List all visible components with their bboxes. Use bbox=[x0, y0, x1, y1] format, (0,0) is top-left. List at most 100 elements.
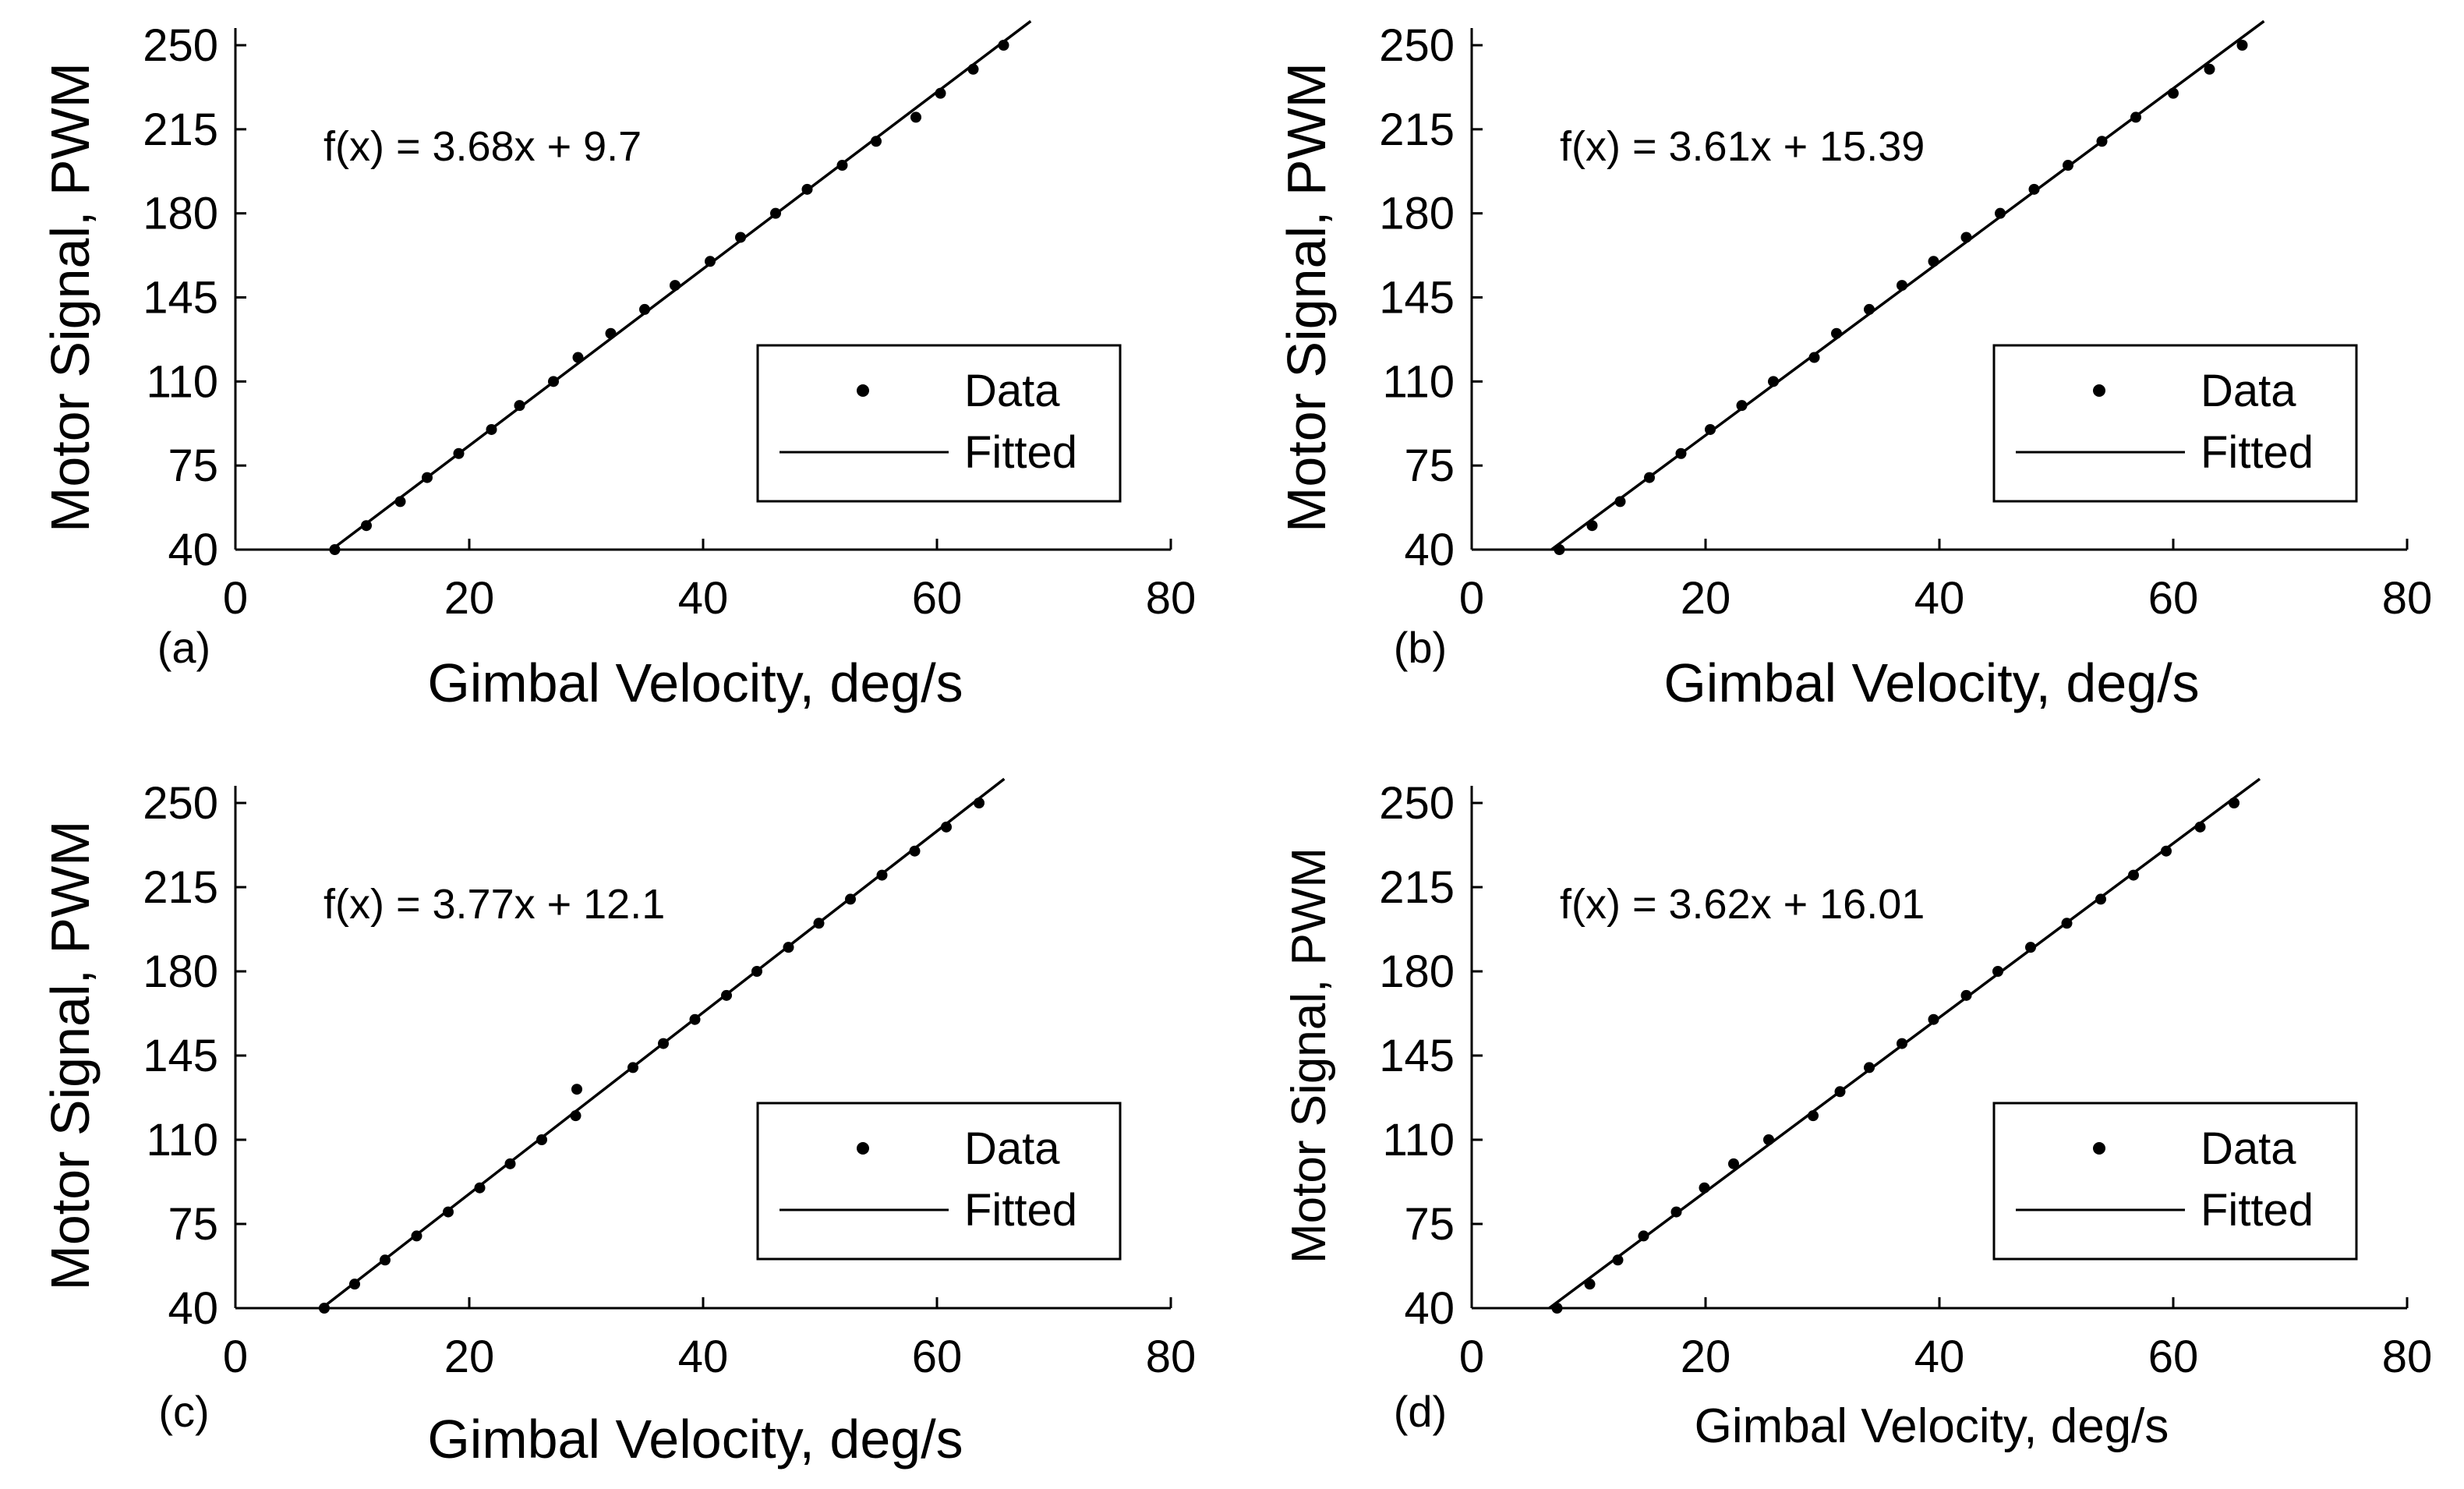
x-tick-label: 40 bbox=[1914, 573, 1965, 624]
data-point bbox=[1995, 207, 2006, 219]
data-point bbox=[909, 845, 921, 857]
y-tick-label: 180 bbox=[143, 946, 218, 997]
data-point bbox=[605, 327, 617, 339]
data-point bbox=[1960, 989, 1972, 1001]
data-point bbox=[1897, 280, 1907, 292]
data-point bbox=[474, 1182, 486, 1194]
x-tick-label: 20 bbox=[1681, 1332, 1731, 1382]
data-point bbox=[2194, 821, 2206, 833]
legend-label-data: Data bbox=[964, 1123, 1060, 1174]
x-tick-label: 60 bbox=[2148, 573, 2199, 624]
y-tick-label: 145 bbox=[143, 273, 218, 324]
data-point bbox=[548, 376, 559, 387]
y-tick-label: 145 bbox=[143, 1031, 218, 1081]
legend: Data Fitted bbox=[756, 344, 1122, 503]
legend-label-data: Data bbox=[2201, 366, 2296, 416]
data-point bbox=[2025, 942, 2036, 953]
data-point bbox=[1554, 544, 1565, 555]
legend-label-fitted: Fitted bbox=[964, 427, 1077, 478]
data-point bbox=[836, 160, 848, 172]
legend-marker-data bbox=[2093, 1142, 2105, 1155]
data-point bbox=[571, 1084, 582, 1095]
fit-equation: f(x) = 3.61x + 15.39 bbox=[1560, 123, 1925, 170]
legend-label-data: Data bbox=[964, 366, 1060, 416]
data-point bbox=[1992, 966, 2003, 977]
x-tick-label: 80 bbox=[2382, 573, 2433, 624]
data-point bbox=[967, 63, 979, 75]
data-point bbox=[670, 280, 681, 292]
y-tick-label: 250 bbox=[143, 20, 218, 71]
data-point bbox=[639, 303, 650, 315]
legend-label-fitted: Fitted bbox=[2201, 1185, 2314, 1236]
data-point bbox=[1834, 1086, 1846, 1098]
fitted-line bbox=[1550, 19, 2265, 551]
data-point bbox=[1586, 520, 1598, 532]
panel-label: (d) bbox=[1394, 1387, 1447, 1436]
y-tick-label: 75 bbox=[1404, 1199, 1455, 1250]
y-tick-label: 40 bbox=[168, 525, 218, 575]
data-point bbox=[871, 136, 882, 147]
data-point bbox=[845, 893, 856, 905]
x-tick-label: 20 bbox=[1681, 573, 1731, 624]
data-point bbox=[453, 447, 465, 459]
x-tick-label: 80 bbox=[1146, 573, 1197, 624]
y-tick-label: 145 bbox=[1379, 273, 1455, 324]
data-point bbox=[2204, 63, 2215, 75]
data-point bbox=[876, 869, 888, 881]
data-point bbox=[1897, 1038, 1907, 1049]
y-tick-label: 250 bbox=[143, 778, 218, 829]
data-point bbox=[1638, 1230, 1649, 1242]
data-point bbox=[572, 352, 584, 363]
legend-marker-data bbox=[2093, 384, 2105, 397]
data-point bbox=[536, 1134, 547, 1145]
panel-label: (a) bbox=[157, 623, 210, 672]
data-point bbox=[2128, 869, 2139, 881]
x-axis-title: Gimbal Velocity, deg/s bbox=[427, 653, 963, 713]
data-point bbox=[1644, 472, 1655, 483]
x-tick-label: 60 bbox=[912, 573, 963, 624]
data-point bbox=[2161, 845, 2172, 857]
x-axis-title: Gimbal Velocity, deg/s bbox=[1663, 653, 2199, 713]
y-tick-label: 215 bbox=[1379, 862, 1455, 913]
fit-equation: f(x) = 3.68x + 9.7 bbox=[323, 123, 642, 170]
data-point bbox=[2096, 136, 2108, 147]
y-axis-title: Motor Signal, PWM bbox=[1282, 847, 1336, 1264]
legend-box bbox=[756, 1102, 1122, 1261]
data-point bbox=[751, 966, 762, 977]
data-point bbox=[1864, 303, 1875, 315]
data-point bbox=[705, 256, 716, 267]
x-tick-label: 0 bbox=[1459, 573, 1484, 624]
y-tick-label: 75 bbox=[168, 1199, 218, 1250]
data-point bbox=[941, 821, 952, 833]
data-point bbox=[422, 472, 433, 483]
legend-box bbox=[1992, 1102, 2358, 1261]
y-tick-label: 180 bbox=[1379, 946, 1455, 997]
x-tick-label: 0 bbox=[223, 573, 248, 624]
x-tick-label: 0 bbox=[223, 1332, 248, 1382]
chart-panel-c: 40 75 110 145 180 215 250 0 20 40 60 80 f(x) = 3.77x… bbox=[40, 777, 1196, 1470]
y-tick-label: 110 bbox=[147, 1115, 218, 1165]
x-axis-title: Gimbal Velocity, deg/s bbox=[1695, 1399, 2169, 1453]
data-point bbox=[1699, 1182, 1710, 1194]
data-point bbox=[2061, 918, 2073, 929]
x-tick-label: 40 bbox=[1914, 1332, 1965, 1382]
legend: Data Fitted bbox=[1992, 344, 2358, 503]
data-point bbox=[1928, 256, 1939, 267]
x-tick-label: 40 bbox=[678, 573, 729, 624]
data-point bbox=[801, 183, 813, 195]
legend: Data Fitted bbox=[1992, 1102, 2358, 1261]
data-point bbox=[504, 1158, 516, 1169]
data-point bbox=[1551, 1303, 1563, 1314]
y-axis-title: Motor Signal, PWM bbox=[40, 62, 101, 532]
data-point bbox=[721, 989, 732, 1001]
data-point bbox=[2168, 87, 2179, 99]
data-point bbox=[361, 520, 372, 532]
y-axis-title: Motor Signal, PWM bbox=[40, 821, 101, 1291]
y-tick-label: 250 bbox=[1379, 20, 1455, 71]
y-tick-label: 180 bbox=[1379, 189, 1455, 239]
data-point bbox=[910, 111, 921, 123]
fit-equation: f(x) = 3.77x + 12.1 bbox=[323, 881, 665, 928]
legend-box bbox=[1992, 344, 2358, 503]
fitted-line bbox=[331, 19, 1032, 551]
